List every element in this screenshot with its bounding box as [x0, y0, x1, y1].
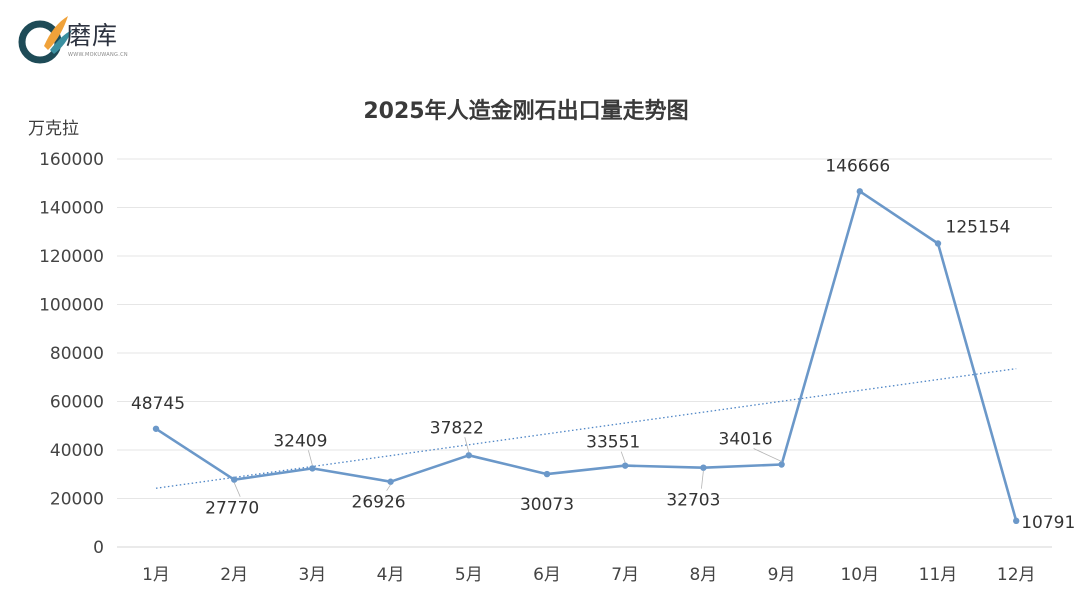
- x-tick-label: 3月: [298, 565, 326, 585]
- data-label: 27770: [205, 499, 259, 519]
- chart-title: 2025年人造金刚石出口量走势图: [363, 98, 688, 124]
- label-leader-line: [620, 451, 626, 463]
- data-label: 32409: [273, 431, 327, 451]
- data-label: 146666: [825, 156, 890, 176]
- x-tick-label: 12月: [997, 565, 1036, 585]
- x-tick-label: 10月: [840, 565, 879, 585]
- data-point: [387, 478, 394, 485]
- data-point: [856, 188, 863, 195]
- y-tick-label: 100000: [39, 296, 104, 316]
- label-leader-line: [753, 448, 782, 462]
- series-line: [155, 190, 1018, 522]
- series-group: [152, 188, 1020, 525]
- data-label: 10791: [1021, 513, 1075, 533]
- data-label: 48745: [131, 394, 185, 414]
- data-label: 125154: [946, 218, 1011, 238]
- label-leader-line: [386, 484, 391, 491]
- data-label: 37822: [430, 418, 484, 438]
- data-label: 34016: [719, 430, 773, 450]
- data-point: [622, 462, 629, 469]
- x-tick-label: 4月: [377, 565, 405, 585]
- data-label: 33551: [586, 433, 640, 453]
- x-tick-label: 7月: [611, 565, 639, 585]
- x-tick-label: 1月: [142, 565, 170, 585]
- data-label: 30073: [520, 495, 574, 515]
- y-tick-label: 20000: [50, 490, 104, 510]
- label-leader-line: [464, 437, 470, 453]
- data-labels: 48745 27770 32409 26926 37822 30073 33551 32703…: [131, 156, 1075, 532]
- y-axis-ticks: 0 20000 40000 60000 80000 100000 120000 140000 1…: [39, 150, 104, 558]
- label-leader-line: [233, 482, 241, 497]
- y-tick-label: 80000: [50, 344, 104, 364]
- data-point: [152, 425, 160, 432]
- y-tick-label: 120000: [39, 247, 104, 267]
- y-tick-label: 40000: [50, 441, 104, 461]
- gridlines: [117, 158, 1052, 548]
- x-tick-label: 9月: [768, 565, 796, 585]
- data-label: 26926: [352, 493, 406, 513]
- trendline: [155, 368, 1017, 489]
- data-point: [465, 452, 472, 459]
- x-tick-label: 2月: [220, 565, 248, 585]
- data-label: 32703: [666, 491, 720, 511]
- x-tick-label: 5月: [455, 565, 483, 585]
- trendline-group: [155, 368, 1017, 489]
- y-tick-label: 140000: [39, 199, 104, 219]
- brand-name: 磨库: [66, 21, 119, 50]
- data-point: [934, 240, 942, 247]
- data-point: [778, 461, 785, 468]
- data-point: [700, 464, 707, 471]
- data-point: [309, 465, 316, 472]
- logo-mark-icon: [18, 16, 72, 64]
- y-tick-label: 160000: [39, 150, 104, 170]
- x-tick-label: 6月: [533, 565, 561, 585]
- x-axis-ticks: 1月 2月 3月 4月 5月 6月 7月 8月 9月 10月 11月 12月: [142, 565, 1035, 585]
- data-point: [543, 470, 551, 478]
- y-tick-label: 0: [93, 538, 104, 558]
- y-axis-unit-label: 万克拉: [28, 119, 79, 139]
- x-tick-label: 11月: [919, 565, 958, 585]
- label-leader-line: [308, 450, 313, 466]
- data-point: [1013, 517, 1020, 525]
- y-tick-label: 60000: [50, 393, 104, 413]
- logo: [14, 10, 154, 70]
- label-leader-line: [701, 470, 704, 489]
- data-point: [231, 476, 238, 483]
- brand-url: WWW.MOKUWANG.CN: [68, 52, 128, 58]
- x-tick-label: 8月: [689, 565, 717, 585]
